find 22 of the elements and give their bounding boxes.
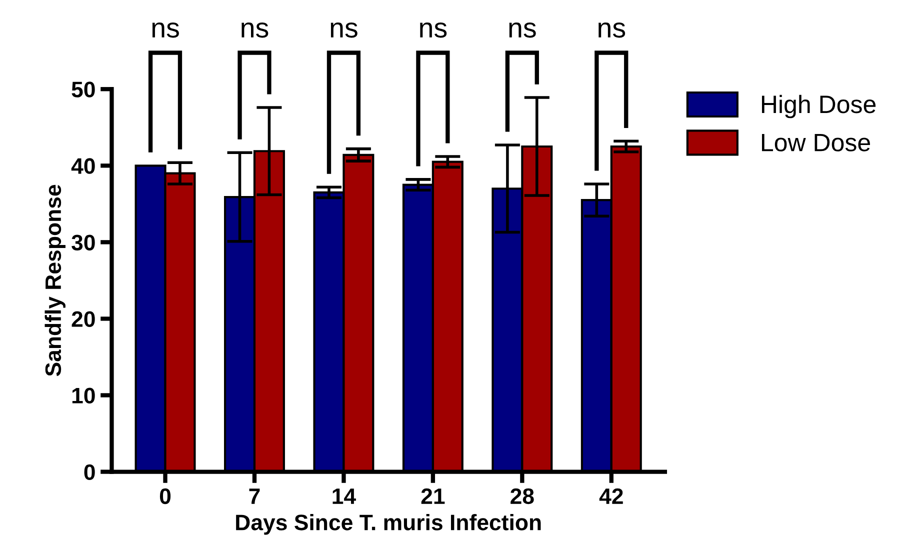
text: ns — [242, 22, 268, 38]
legend-label: High Dose — [762, 94, 876, 118]
y-tick-label: 30 — [72, 234, 95, 250]
x-tick-label: 14 — [332, 488, 356, 504]
x-tick-label: 28 — [510, 488, 534, 504]
text: ns — [330, 22, 358, 38]
y-tick-label: 40 — [71, 158, 95, 174]
x-tick-label: 42 — [599, 488, 623, 504]
text: ns — [509, 22, 536, 38]
y-axis-title: Sandfly Response — [44, 184, 66, 376]
y-tick-label: 20 — [72, 311, 95, 327]
x-tick-label: 7 — [249, 488, 260, 504]
legend-label: Low Dose — [762, 134, 870, 152]
y-tick-label: 10 — [72, 388, 95, 404]
text: ns — [420, 22, 447, 38]
x-tick-label: 0 — [160, 488, 171, 504]
y-tick-label: 0 — [84, 464, 95, 480]
text: ns — [152, 22, 179, 38]
x-tick-label: 21 — [421, 488, 445, 504]
y-tick-label: 50 — [72, 82, 95, 98]
x-axis-title: Days Since T. muris Infection — [236, 514, 541, 535]
text: ns — [598, 22, 626, 38]
